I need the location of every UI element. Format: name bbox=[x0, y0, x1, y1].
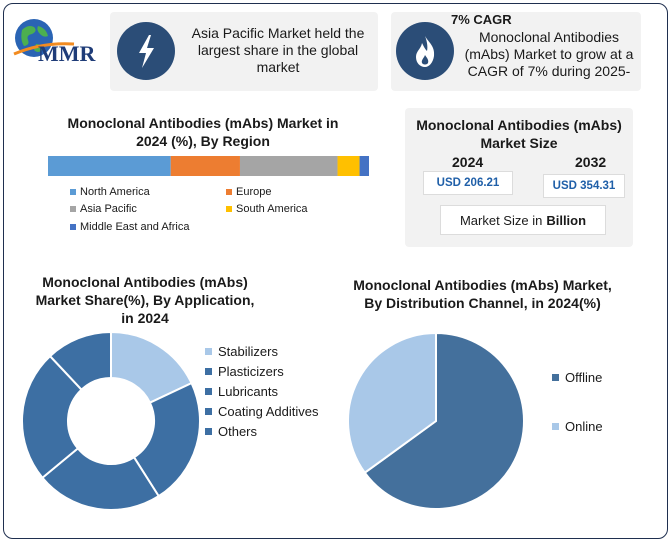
legend-label: Middle East and Africa bbox=[80, 221, 190, 233]
unit-box: Market Size in Billion bbox=[440, 205, 606, 235]
unit-prefix: Market Size in bbox=[459, 212, 543, 228]
legend-swatch bbox=[205, 388, 212, 395]
legend-label: South America bbox=[236, 203, 308, 215]
legend-swatch bbox=[205, 368, 212, 375]
legend-item-lubricants: Lubricants bbox=[205, 384, 278, 399]
legend-label: North America bbox=[80, 186, 150, 198]
legend-swatch bbox=[552, 423, 559, 430]
bar-segment-south-america bbox=[337, 156, 360, 176]
year-start: 2024 bbox=[452, 154, 484, 170]
bar-segment-north-america bbox=[48, 156, 171, 176]
slice-others bbox=[48, 330, 112, 392]
info-card-1-text: Asia Pacific Market held the largest sha… bbox=[191, 25, 365, 75]
legend-label: Coating Additives bbox=[218, 404, 319, 419]
legend-item-offline: Offline bbox=[552, 370, 602, 385]
distribution-chart-title: Monoclonal Antibodies (mAbs) Market, By … bbox=[353, 277, 612, 311]
infographic-frame bbox=[3, 3, 668, 539]
legend-label: Offline bbox=[565, 370, 603, 385]
legend-swatch bbox=[70, 206, 76, 212]
globe-icon bbox=[13, 19, 75, 57]
legend-swatch bbox=[226, 189, 232, 195]
region-chart-title: Monoclonal Antibodies (mAbs) Market in 2… bbox=[67, 115, 339, 149]
legend-label: Others bbox=[218, 424, 258, 439]
year-end: 2032 bbox=[575, 154, 607, 170]
slice-online bbox=[347, 331, 437, 475]
application-donut-chart bbox=[21, 330, 201, 511]
cagr-heading: 7% CAGR bbox=[451, 12, 512, 27]
legend-item-coating-additives: Coating Additives bbox=[205, 404, 318, 419]
legend-swatch bbox=[205, 408, 212, 415]
flame-icon bbox=[396, 22, 454, 80]
legend-item-europe: Europe bbox=[226, 186, 271, 198]
value-start: USD 206.21 bbox=[423, 171, 513, 195]
legend-item-online: Online bbox=[552, 419, 603, 434]
legend-item-north-america: North America bbox=[70, 186, 150, 198]
unit-bold: Billion bbox=[546, 212, 587, 228]
info-card-asia-pacific: Asia Pacific Market held the largest sha… bbox=[110, 12, 378, 91]
market-size-card: Monoclonal Antibodies (mAbs) Market Size… bbox=[405, 108, 633, 247]
logo: MMR bbox=[12, 14, 104, 70]
bar-segment-asia-pacific bbox=[239, 156, 338, 176]
legend-label: Plasticizers bbox=[218, 364, 284, 379]
legend-swatch bbox=[205, 428, 212, 435]
lightning-bolt-icon bbox=[117, 22, 175, 80]
legend-label: Lubricants bbox=[218, 384, 278, 399]
legend-item-middle-east-and-africa: Middle East and Africa bbox=[70, 221, 189, 233]
market-size-title: Monoclonal Antibodies (mAbs) Market Size bbox=[416, 117, 622, 151]
legend-item-asia-pacific: Asia Pacific bbox=[70, 203, 137, 215]
legend-swatch bbox=[70, 224, 76, 230]
legend-label: Online bbox=[565, 419, 603, 434]
legend-label: Stabilizers bbox=[218, 344, 278, 359]
legend-item-stabilizers: Stabilizers bbox=[205, 344, 278, 359]
slice-coating-additives bbox=[21, 354, 83, 480]
bar-segment-europe bbox=[170, 156, 240, 176]
slice-offline bbox=[363, 331, 525, 510]
slice-lubricants bbox=[41, 447, 161, 511]
value-end: USD 354.31 bbox=[543, 174, 625, 198]
logo-text: MMR bbox=[38, 41, 96, 66]
legend-label: Europe bbox=[236, 186, 272, 198]
info-card-cagr: 7% CAGR Monoclonal Antibodies (mAbs) Mar… bbox=[391, 12, 641, 91]
legend-swatch bbox=[552, 374, 559, 381]
legend-item-south-america: South America bbox=[226, 203, 308, 215]
legend-swatch bbox=[70, 189, 76, 195]
bar-segment-middle-east-and-africa bbox=[359, 156, 369, 176]
legend-label: Asia Pacific bbox=[80, 203, 137, 215]
application-chart-title: Monoclonal Antibodies (mAbs) Market Shar… bbox=[35, 274, 255, 326]
legend-item-others: Others bbox=[205, 424, 257, 439]
legend-swatch bbox=[205, 348, 212, 355]
info-card-2-text: Monoclonal Antibodies (mAbs) Market to g… bbox=[464, 29, 634, 79]
distribution-pie-chart bbox=[347, 331, 525, 510]
region-stacked-bar bbox=[48, 156, 369, 176]
legend-item-plasticizers: Plasticizers bbox=[205, 364, 284, 379]
legend-swatch bbox=[226, 206, 232, 212]
slice-plasticizers bbox=[132, 381, 201, 498]
